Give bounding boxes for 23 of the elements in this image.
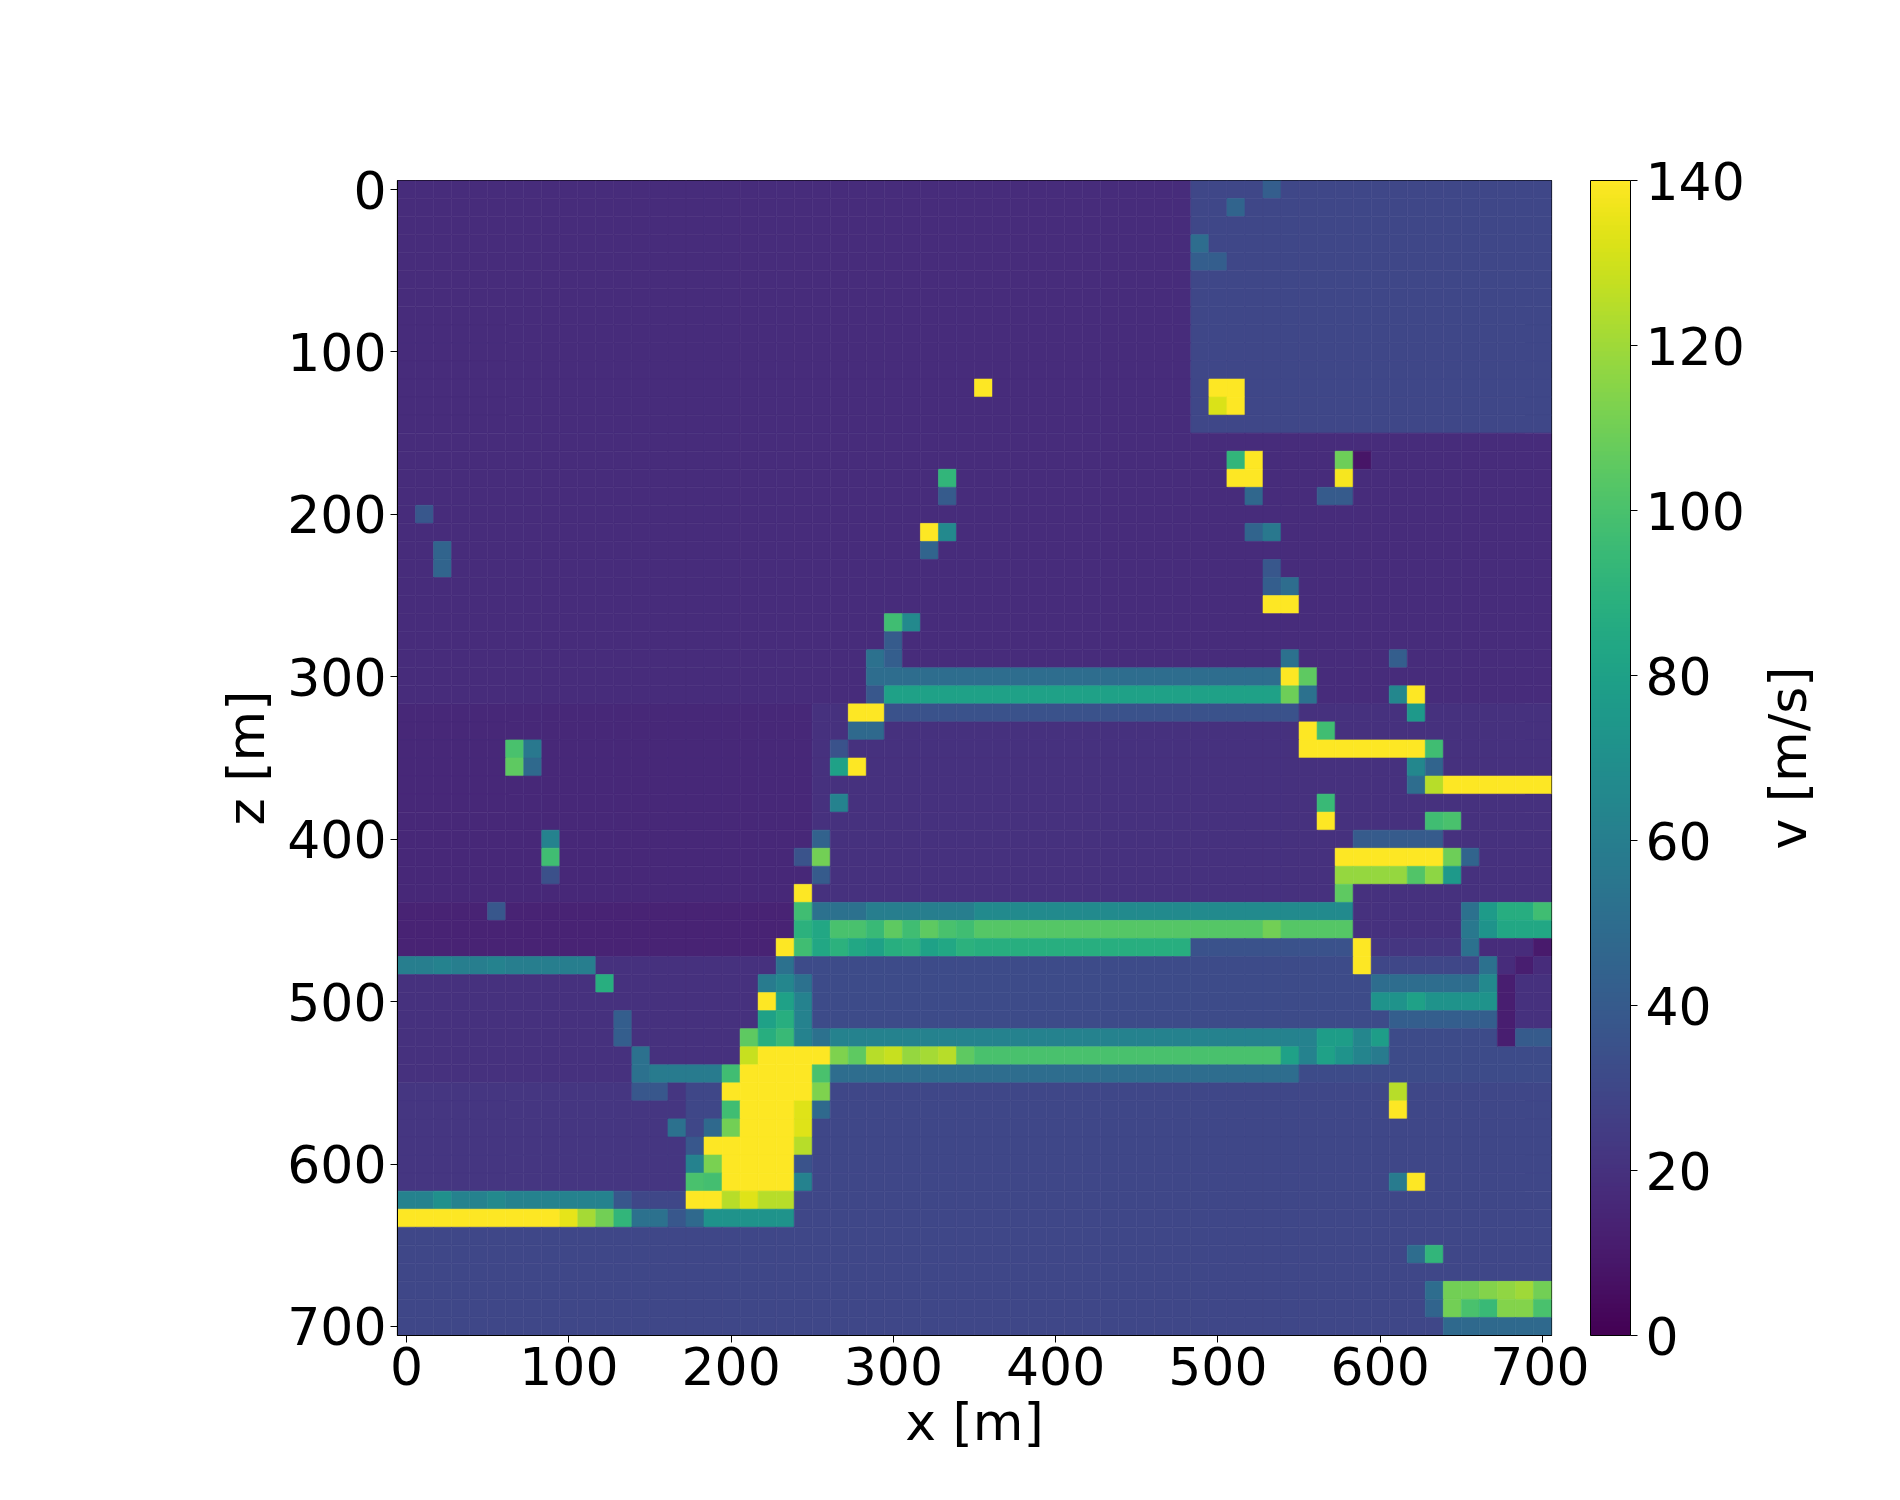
color-bar-title: v [m/s] <box>1757 666 1818 850</box>
x-tick-label: 700 <box>1490 1336 1590 1397</box>
color-bar-label: 120 <box>1645 316 1745 377</box>
color-bar-label: 100 <box>1645 481 1745 542</box>
y-tick-label: 300 <box>287 647 387 708</box>
y-tick-label: 600 <box>287 1135 387 1195</box>
y-tick-label: 100 <box>287 323 387 383</box>
y-tick-label: 700 <box>287 1297 387 1358</box>
color-bar-label: 20 <box>1645 1141 1712 1202</box>
color-bar-label: 40 <box>1645 976 1712 1037</box>
y-tick-label: 200 <box>287 485 387 546</box>
color-bar-label: 140 <box>1645 151 1745 212</box>
x-tick-label: 600 <box>1330 1336 1430 1397</box>
x-tick-label: 200 <box>681 1336 781 1397</box>
x-tick-label: 0 <box>390 1336 424 1397</box>
y-tick-label: 500 <box>287 972 387 1033</box>
x-tick-label: 100 <box>519 1336 619 1397</box>
y-tick-label: 0 <box>353 160 387 221</box>
y-tick-label: 400 <box>287 810 387 871</box>
color-bar-label: 80 <box>1645 646 1712 707</box>
y-axis-title: z [m] <box>216 690 277 826</box>
color-bar-label: 60 <box>1645 811 1712 872</box>
x-tick-label: 500 <box>1168 1336 1268 1397</box>
